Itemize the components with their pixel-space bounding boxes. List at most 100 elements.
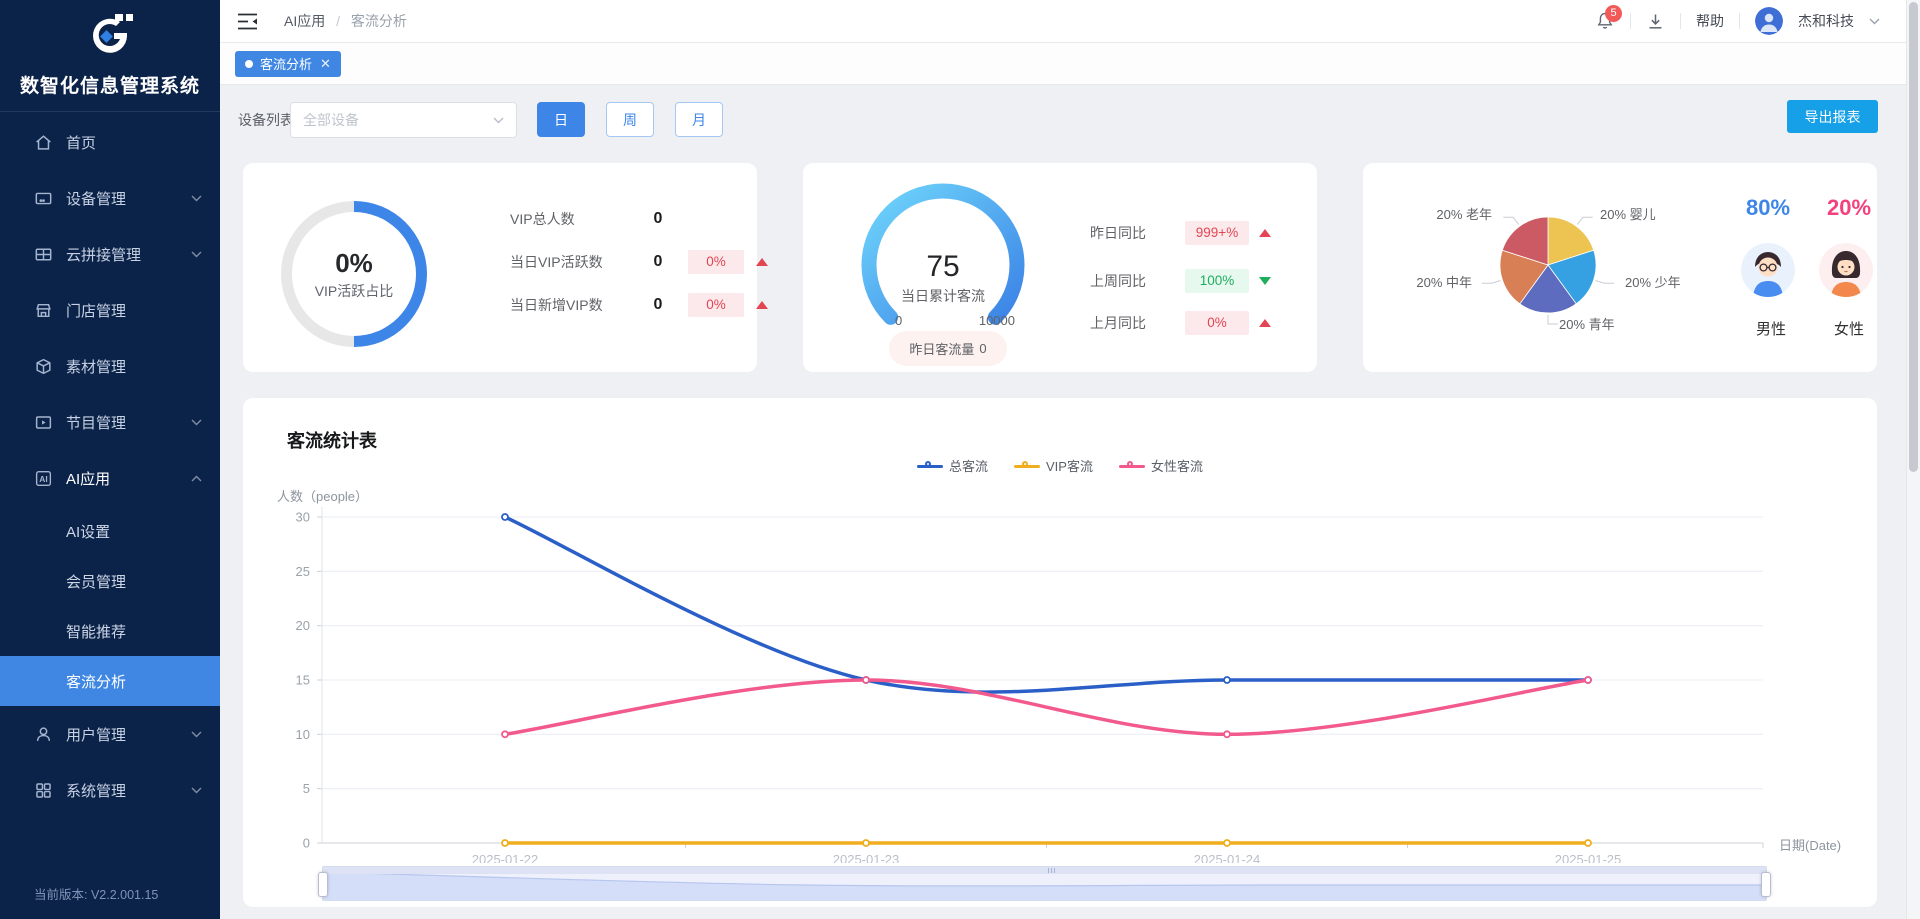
chevron-down-icon <box>191 251 202 257</box>
sidebar-menu: 首页 设备管理 云拼接管理 门店管理 素材管理 节目管 <box>0 112 220 818</box>
legend-item[interactable]: 总客流 <box>917 456 988 475</box>
y-axis-name: 人数（people） <box>277 489 369 504</box>
breadcrumb: AI应用 / 客流分析 <box>284 13 407 29</box>
svg-text:2025-01-23: 2025-01-23 <box>833 852 900 863</box>
vip-stats-card: 0% VIP活跃占比 VIP总人数 0 当日VIP活跃数 0 0% 当日新增VI… <box>243 163 768 372</box>
topbar: AI应用 / 客流分析 5 帮助 杰和科技 <box>220 0 1906 43</box>
logo-area: 数智化信息管理系统 <box>0 0 220 112</box>
sidebar-item-videowall[interactable]: 云拼接管理 <box>0 226 220 282</box>
ai-icon: AI <box>35 470 52 486</box>
trend-up-icon <box>756 301 768 309</box>
sidebar-item-ai[interactable]: AI AI应用 <box>0 450 220 506</box>
trend-badge: 100% <box>1185 269 1249 293</box>
device-icon <box>35 192 52 204</box>
sidebar-subitem-recommend[interactable]: 智能推荐 <box>66 623 127 641</box>
breadcrumb-section[interactable]: AI应用 <box>284 13 326 29</box>
sidebar-item-materials[interactable]: 素材管理 <box>0 338 220 394</box>
sidebar-item-devices[interactable]: 设备管理 <box>0 170 220 226</box>
traffic-line-chart: 0 5 10 15 20 25 30 2025-01-22 2025-01-23 2025-01-… <box>296 507 1764 863</box>
chart-title: 客流统计表 <box>287 431 377 451</box>
x-axis-name: 日期(Date) <box>1779 838 1842 853</box>
active-tab-dot <box>245 59 253 68</box>
trend-badge: 0% <box>1185 311 1249 335</box>
svg-text:0: 0 <box>303 836 310 851</box>
svg-text:15: 15 <box>296 673 310 688</box>
stat-row: 当日VIP活跃数 0 0% <box>510 250 768 274</box>
pie-label-middleage: 20% 中年 <box>1416 275 1472 290</box>
datazoom-left-handle[interactable] <box>318 872 328 897</box>
yesterday-traffic-pill: 昨日客流量 0 <box>889 331 1007 366</box>
vip-ratio-value: 0% <box>335 247 373 278</box>
svg-text:AI: AI <box>39 473 47 483</box>
notification-badge: 5 <box>1605 5 1622 22</box>
stat-row: 上月同比 0% <box>1090 311 1271 335</box>
chevron-down-icon[interactable] <box>1869 18 1880 25</box>
traffic-gauge-chart <box>861 183 1025 325</box>
sidebar-subitem-ai-settings[interactable]: AI设置 <box>66 523 111 541</box>
datazoom-slider[interactable] <box>318 866 1771 901</box>
female-label: 女性 <box>1833 321 1864 338</box>
breadcrumb-page: 客流分析 <box>350 13 407 29</box>
male-percent: 80% <box>1745 195 1791 220</box>
export-report-button[interactable]: 导出报表 <box>1787 100 1878 133</box>
tab-traffic-analysis[interactable]: 客流分析 ✕ <box>235 50 341 77</box>
sidebar-item-home[interactable]: 首页 <box>0 114 220 170</box>
trend-badge: 0% <box>688 293 744 317</box>
datazoom-drag-bar[interactable] <box>323 867 1766 874</box>
pie-label-youth: 20% 青年 <box>1559 317 1615 332</box>
svg-text:20: 20 <box>296 618 310 633</box>
sidebar-item-stores[interactable]: 门店管理 <box>0 282 220 338</box>
legend-item[interactable]: VIP客流 <box>1014 456 1093 475</box>
chevron-up-icon <box>191 475 202 481</box>
stat-row: 上周同比 100% <box>1090 269 1271 293</box>
pie-label-infant: 20% 婴儿 <box>1600 207 1656 222</box>
range-month-button[interactable]: 月 <box>675 102 723 137</box>
vip-ratio-caption: VIP活跃占比 <box>314 282 394 299</box>
device-select[interactable]: 全部设备 <box>290 102 517 138</box>
collapse-menu-icon[interactable] <box>237 13 258 30</box>
notifications-button[interactable]: 5 <box>1595 5 1622 31</box>
chevron-down-icon <box>191 419 202 425</box>
gauge-max: 10000 <box>978 313 1015 328</box>
legend-item[interactable]: 女性客流 <box>1118 456 1203 475</box>
datazoom-right-handle[interactable] <box>1761 872 1771 897</box>
download-icon[interactable] <box>1646 12 1665 31</box>
datazoom-preview <box>323 871 1766 900</box>
logo-icon <box>93 14 133 53</box>
device-list-label: 设备列表 <box>238 112 294 128</box>
age-pie-chart <box>1481 216 1615 325</box>
datazoom-grip-icon <box>1045 868 1059 873</box>
close-tab-icon[interactable]: ✕ <box>320 55 331 71</box>
sidebar-item-users[interactable]: 用户管理 <box>0 706 220 762</box>
trend-up-icon <box>1259 229 1271 237</box>
range-week-button[interactable]: 周 <box>606 102 654 137</box>
sidebar-subitem-members[interactable]: 会员管理 <box>66 573 127 591</box>
material-cube-icon <box>36 358 51 374</box>
pie-label-teen: 20% 少年 <box>1625 275 1681 290</box>
scrollbar-thumb[interactable] <box>1909 2 1918 472</box>
company-name[interactable]: 杰和科技 <box>1798 13 1854 29</box>
sidebar-subitem-traffic-analysis[interactable]: 客流分析 <box>0 656 220 706</box>
page-scrollbar[interactable] <box>1906 0 1920 919</box>
help-link[interactable]: 帮助 <box>1696 13 1724 29</box>
chevron-down-icon <box>191 195 202 201</box>
store-icon <box>36 303 51 317</box>
stat-row: 当日新增VIP数 0 0% <box>510 293 768 317</box>
app-title: 数智化信息管理系统 <box>19 76 200 97</box>
tab-strip: 客流分析 ✕ <box>220 43 1906 85</box>
gauge-min: 0 <box>895 313 903 328</box>
svg-text:5: 5 <box>303 781 310 796</box>
today-traffic-value: 75 <box>926 250 960 283</box>
avatar[interactable] <box>1755 7 1783 35</box>
sidebar-item-system[interactable]: 系统管理 <box>0 762 220 818</box>
male-avatar <box>1741 243 1795 297</box>
videowall-icon <box>35 247 52 261</box>
program-icon <box>35 415 52 429</box>
chevron-down-icon <box>493 117 504 123</box>
home-icon <box>36 134 51 150</box>
vip-donut-chart: 0% VIP活跃占比 <box>281 201 427 347</box>
user-icon <box>36 726 51 741</box>
sidebar-item-programs[interactable]: 节目管理 <box>0 394 220 450</box>
svg-text:10: 10 <box>296 727 310 742</box>
range-day-button[interactable]: 日 <box>537 102 585 137</box>
